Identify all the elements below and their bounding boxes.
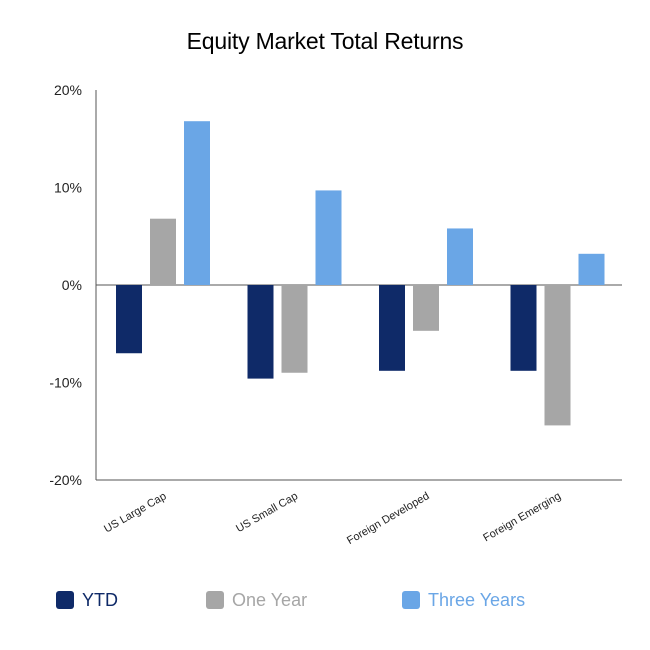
bar-one-year-0 xyxy=(150,218,176,285)
y-tick-label: 20% xyxy=(54,82,82,98)
bar-one-year-1 xyxy=(281,285,308,373)
bar-ytd-2 xyxy=(379,285,405,371)
bar-three-years-3 xyxy=(578,253,605,285)
bar-three-years-0 xyxy=(184,121,210,285)
bar-chart: 20% 10% 0% -10% -20% US Large Cap US Small Cap… xyxy=(49,82,622,547)
x-category-label: Foreign Developed xyxy=(345,490,431,547)
chart-legend: YTD One Year Three Years xyxy=(0,587,650,613)
legend-swatch xyxy=(56,591,74,609)
x-category-label: US Small Cap xyxy=(234,490,300,535)
bar-three-years-1 xyxy=(315,190,342,285)
bar-one-year-2 xyxy=(413,285,439,331)
bar-ytd-1 xyxy=(247,285,274,379)
legend-label: Three Years xyxy=(428,589,526,610)
chart-title: Equity Market Total Returns xyxy=(186,28,464,54)
legend-swatch xyxy=(402,591,420,609)
legend-swatch xyxy=(206,591,224,609)
y-tick-label: 0% xyxy=(62,277,82,293)
bar-three-years-2 xyxy=(447,228,473,285)
y-tick-label: -10% xyxy=(49,375,82,391)
x-category-label: US Large Cap xyxy=(102,490,168,535)
legend-item-one-year: One Year xyxy=(206,587,307,613)
x-category-label: Foreign Emerging xyxy=(481,490,563,544)
legend-label: YTD xyxy=(82,589,118,610)
chart-bars xyxy=(116,121,605,426)
legend-label: One Year xyxy=(232,589,308,610)
bar-ytd-0 xyxy=(116,285,142,354)
y-tick-label: 10% xyxy=(54,180,82,196)
legend-item-three-years: Three Years xyxy=(402,587,525,613)
bar-ytd-3 xyxy=(510,285,537,371)
bar-one-year-3 xyxy=(544,285,571,426)
y-tick-label: -20% xyxy=(49,472,82,488)
legend-item-ytd: YTD xyxy=(56,587,118,613)
